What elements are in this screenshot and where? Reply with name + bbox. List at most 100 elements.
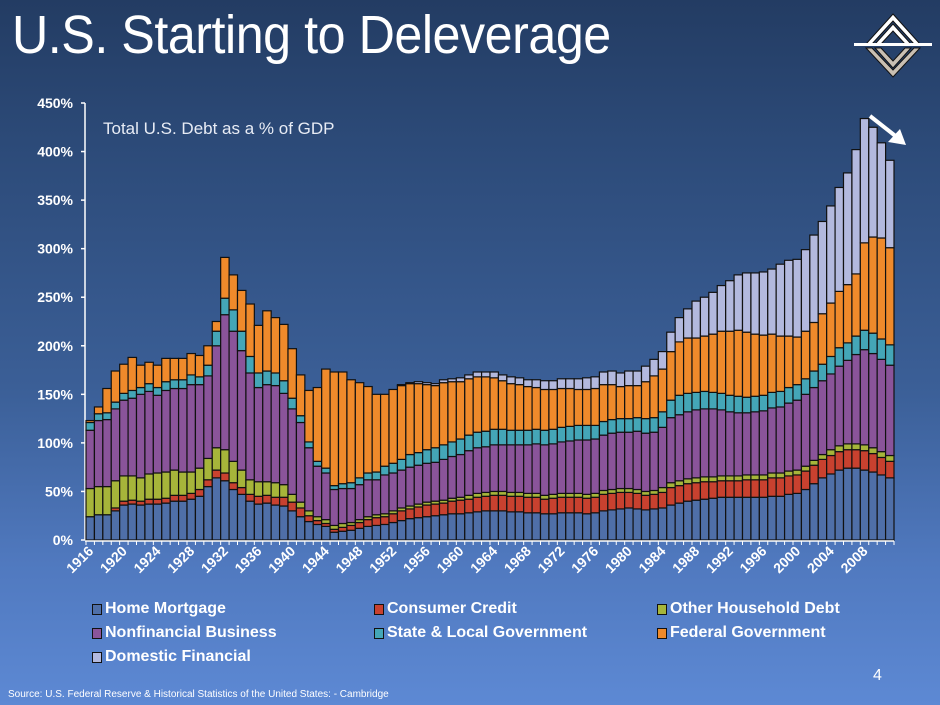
bar-segment — [733, 274, 744, 331]
bar-segment — [699, 498, 710, 541]
x-axis: 1916 1920 1924 1928 1932 1936 1940 1944 1948 1952… — [63, 540, 895, 576]
bar-segment — [278, 505, 289, 541]
bar-segment — [464, 512, 474, 541]
bar-stack-1950 — [371, 393, 382, 541]
bar-segment — [884, 477, 895, 541]
bar-segment — [783, 493, 794, 541]
bar-segment — [851, 353, 861, 445]
bar-segment — [514, 511, 525, 541]
bar-segment — [750, 272, 760, 335]
bar-segment — [270, 482, 281, 498]
bar-segment — [346, 487, 356, 524]
x-tick-label: 1944 — [299, 543, 332, 576]
bar-stack-2000 — [792, 258, 803, 541]
bar-segment — [556, 512, 567, 541]
legend-item: Other Household Debt — [657, 600, 840, 618]
bar-segment — [262, 494, 272, 504]
bar-segment — [363, 385, 373, 474]
bar-segment — [413, 452, 424, 466]
bar-segment — [287, 397, 298, 410]
legend-label: State & Local Government — [387, 624, 588, 641]
bar-segment — [581, 497, 592, 515]
bar-stack-1980 — [624, 370, 634, 541]
bar-segment — [809, 370, 819, 389]
bar-stack-1999 — [783, 259, 794, 541]
bar-segment — [725, 330, 735, 396]
bar-segment — [211, 447, 222, 471]
bar-stack-1993 — [733, 274, 744, 541]
bar-segment — [379, 474, 390, 515]
bar-segment — [842, 284, 853, 344]
bar-segment — [253, 386, 264, 483]
bar-segment — [371, 471, 382, 481]
bar-segment — [110, 401, 121, 410]
bar-segment — [598, 371, 609, 386]
bar-segment — [682, 337, 693, 394]
bar-segment — [758, 394, 769, 412]
bar-stack-1918 — [102, 387, 112, 541]
bar-segment — [514, 377, 525, 386]
bar-segment — [523, 444, 533, 494]
bar-segment — [438, 514, 449, 541]
bar-stack-1939 — [278, 323, 289, 541]
bar-segment — [817, 220, 828, 315]
bar-stack-1930 — [203, 345, 213, 541]
bar-segment — [884, 454, 895, 462]
bar-segment — [152, 364, 163, 389]
bar-segment — [379, 523, 390, 541]
bar-segment — [312, 523, 323, 541]
stacked-bar-chart: Total U.S. Debt as a % of GDP 0% 50% 100% 1… — [37, 95, 895, 576]
bar-segment — [792, 258, 803, 338]
bar-segment — [245, 303, 255, 358]
bar-stack-2009 — [868, 126, 878, 541]
bar-segment — [800, 393, 811, 467]
bar-segment — [640, 365, 651, 383]
bar-segment — [876, 474, 887, 541]
y-tick-label: 100% — [37, 435, 73, 451]
bar-segment — [607, 432, 617, 491]
bar-segment — [699, 335, 710, 393]
bar-segment — [792, 399, 803, 471]
bar-stack-1931 — [211, 320, 222, 541]
bar-segment — [842, 172, 853, 286]
bar-segment — [110, 510, 121, 541]
bar-stack-1970 — [539, 380, 550, 541]
bar-segment — [287, 408, 298, 495]
bar-segment — [203, 345, 213, 366]
bar-segment — [531, 428, 542, 445]
bar-stack-1978 — [607, 370, 617, 541]
bar-segment — [809, 386, 819, 461]
bar-segment — [581, 439, 592, 495]
bar-segment — [590, 424, 601, 440]
bar-stack-1959 — [447, 378, 457, 541]
bar-segment — [203, 364, 213, 377]
bar-stack-1954 — [405, 382, 415, 541]
bar-segment — [497, 428, 508, 446]
bar-segment — [767, 495, 777, 541]
x-tick-label: 1940 — [265, 543, 298, 576]
bar-segment — [169, 357, 180, 381]
bar-segment — [337, 530, 348, 541]
bar-segment — [135, 386, 146, 395]
bar-segment — [144, 503, 154, 541]
bar-segment — [565, 387, 575, 427]
bar-stack-2004 — [826, 205, 836, 541]
bar-segment — [682, 411, 693, 480]
bar-stack-1925 — [161, 357, 171, 541]
bar-segment — [632, 417, 643, 432]
bar-segment — [809, 234, 819, 324]
bar-segment — [304, 515, 314, 523]
bar-segment — [548, 497, 558, 515]
bar-segment — [135, 393, 146, 479]
bar-segment — [464, 374, 474, 380]
bar-segment — [691, 391, 702, 411]
bar-segment — [480, 371, 491, 378]
bar-segment — [194, 488, 205, 497]
bar-segment — [767, 472, 777, 479]
bar-segment — [859, 117, 870, 244]
bar-segment — [607, 418, 617, 434]
y-axis: 0% 50% 100% 150% 200% 250% 300% 350% 400% 450% — [37, 95, 86, 548]
bar-segment — [716, 480, 727, 498]
bar-segment — [430, 503, 441, 517]
page-number: 4 — [873, 667, 882, 684]
